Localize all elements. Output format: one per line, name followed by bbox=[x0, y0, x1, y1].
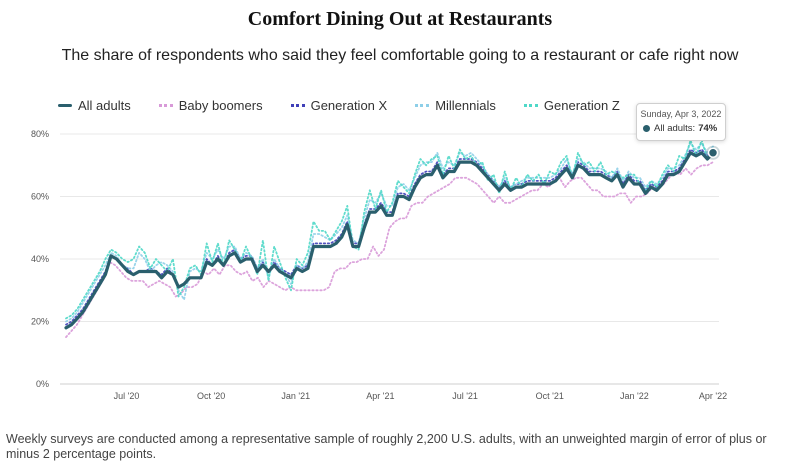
tooltip-series-label: All adults: bbox=[654, 123, 696, 134]
series-line-baby-boomers bbox=[65, 161, 714, 339]
legend-label-all-adults: All adults bbox=[78, 97, 131, 113]
y-tick-label: 40% bbox=[31, 254, 49, 264]
y-tick-label: 20% bbox=[31, 317, 49, 327]
chart-subtitle: The share of respondents who said they f… bbox=[61, 47, 739, 64]
hover-point bbox=[707, 147, 719, 158]
series-line-all-adults bbox=[64, 151, 715, 330]
chart-legend: All adults Baby boomers Generation X Mil… bbox=[58, 96, 648, 114]
y-tick-label: 0% bbox=[36, 379, 49, 389]
chart-title: Comfort Dining Out at Restaurants bbox=[247, 8, 553, 30]
legend-label-millennials: Millennials bbox=[435, 97, 496, 113]
legend-swatch-all-adults bbox=[58, 103, 72, 107]
legend-item-generation-x[interactable]: Generation X bbox=[290, 97, 388, 113]
legend-item-all-adults[interactable]: All adults bbox=[58, 98, 131, 113]
tooltip-row: All adults: 74% bbox=[643, 123, 717, 134]
legend-item-baby-boomers[interactable]: Baby boomers bbox=[158, 97, 263, 113]
x-tick-label: Jan '21 bbox=[281, 391, 310, 401]
legend-swatch-baby-boomers bbox=[158, 103, 173, 107]
legend-label-generation-z: Generation Z bbox=[543, 97, 620, 113]
tooltip-value: 74% bbox=[698, 123, 718, 134]
x-tick-label: Apr '21 bbox=[366, 391, 394, 401]
x-tick-label: Oct '21 bbox=[536, 391, 564, 401]
legend-swatch-generation-z bbox=[523, 103, 538, 107]
hover-tooltip: Sunday, Apr 3, 2022 All adults: 74% bbox=[636, 103, 726, 141]
x-tick-label: Apr '22 bbox=[699, 391, 727, 401]
series-line-generation-z bbox=[65, 139, 714, 320]
footnote: Weekly surveys are conducted among a rep… bbox=[6, 432, 767, 461]
legend-swatch-generation-x bbox=[290, 103, 305, 107]
legend-swatch-millennials bbox=[415, 103, 430, 107]
y-tick-label: 80% bbox=[31, 129, 49, 139]
x-tick-label: Jan '22 bbox=[620, 391, 649, 401]
line-chart: 0% 20% 40% 60% 80% Jul '20 Oct '20 Jan '21 Apr '… bbox=[31, 129, 727, 401]
legend-item-generation-z[interactable]: Generation Z bbox=[523, 97, 620, 113]
legend-label-generation-x: Generation X bbox=[310, 97, 388, 113]
series-line-millennials bbox=[65, 142, 714, 323]
tooltip-series-dot bbox=[643, 125, 650, 132]
legend-item-millennials[interactable]: Millennials bbox=[415, 98, 496, 113]
x-tick-label: Jul '20 bbox=[114, 391, 140, 401]
tooltip-date: Sunday, Apr 3, 2022 bbox=[640, 109, 722, 119]
legend-label-baby-boomers: Baby boomers bbox=[178, 97, 263, 113]
x-tick-label: Oct '20 bbox=[197, 391, 225, 401]
y-tick-label: 60% bbox=[31, 192, 49, 202]
x-tick-label: Jul '21 bbox=[452, 391, 478, 401]
